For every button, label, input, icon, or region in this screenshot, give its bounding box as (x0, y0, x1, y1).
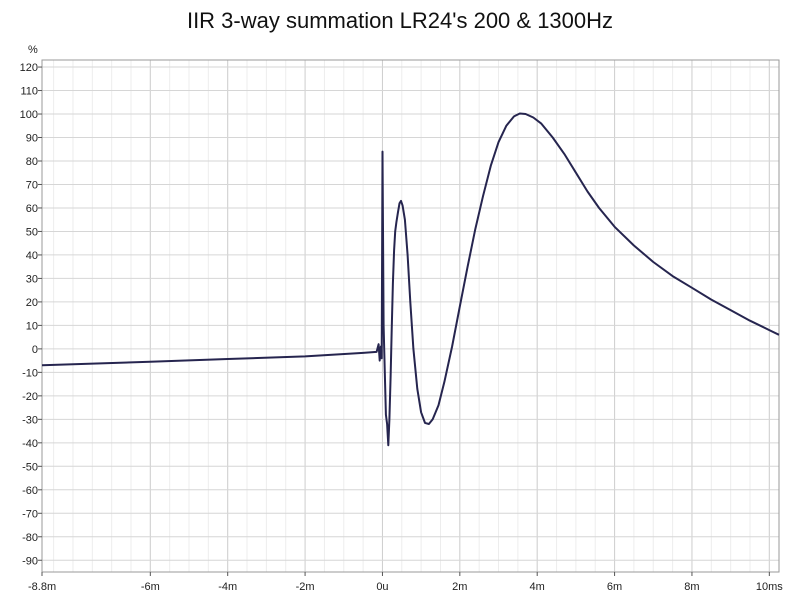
series-layer (41, 112, 780, 447)
y-tick-label: -40 (22, 438, 38, 450)
y-tick-label: -50 (22, 461, 38, 473)
y-tick-label: 100 (20, 109, 38, 121)
y-tick-label: 90 (26, 133, 38, 145)
y-tick-label: -90 (22, 555, 38, 567)
chart-title: IIR 3-way summation LR24's 200 & 1300Hz (186, 8, 614, 33)
y-tick-label: -10 (22, 367, 38, 379)
y-tick-label: -70 (22, 508, 38, 520)
y-tick-label: 60 (26, 203, 38, 215)
x-tick-label: 8m (684, 581, 699, 593)
x-tick-label: -4m (218, 581, 237, 593)
y-tick-label: 50 (26, 226, 38, 238)
y-tick-label: -30 (22, 414, 38, 426)
y-tick-label: 40 (26, 250, 38, 262)
y-tick-label: 30 (26, 273, 38, 285)
series-line (41, 112, 780, 447)
y-tick-label: -80 (22, 532, 38, 544)
y-tick-label: -60 (22, 485, 38, 497)
plot-frame (41, 59, 780, 573)
y-tick-label: 80 (26, 156, 38, 168)
grid (41, 60, 779, 572)
y-tick-label: -20 (22, 391, 38, 403)
tick-labels: 1201101009080706050403020100-10-20-30-40… (20, 62, 784, 593)
x-tick-label: 2m (452, 581, 467, 593)
x-tick-label: 10ms (756, 581, 783, 593)
x-tick-label: 0u (376, 581, 388, 593)
y-tick-label: 70 (26, 179, 38, 191)
x-tick-label: -2m (296, 581, 315, 593)
x-tick-label: 6m (607, 581, 622, 593)
x-tick-label: -6m (141, 581, 160, 593)
y-tick-label: 20 (26, 297, 38, 309)
y-tick-label: 110 (20, 86, 38, 98)
y-tick-label: 0 (32, 344, 38, 356)
axes (38, 59, 780, 576)
x-tick-label: 4m (530, 581, 545, 593)
y-unit-label: % (28, 44, 38, 56)
y-tick-label: 10 (26, 320, 38, 332)
y-tick-label: 120 (20, 62, 38, 74)
x-tick-label: -8.8m (28, 581, 56, 593)
